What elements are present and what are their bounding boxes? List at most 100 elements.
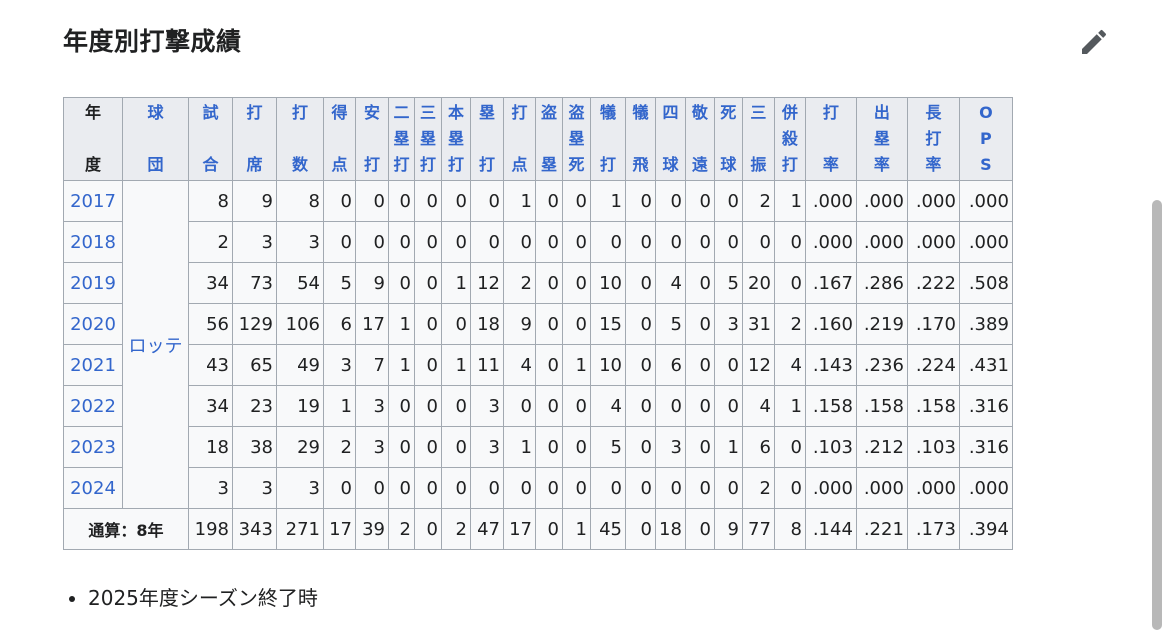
stat-cell: 19: [276, 385, 324, 427]
stat-cell: .000: [804, 467, 857, 509]
stat-cell: 3: [188, 467, 233, 509]
table-row: 2018 2 3 3 0 0 0 0 0 0 0 0 0 0 0 0 0 0 0 0.000.000.000.000: [63, 221, 1013, 263]
stat-cell: 73: [232, 262, 277, 304]
total-cell: .144: [804, 508, 857, 550]
column-header[interactable]: 三 塁 打: [414, 97, 442, 181]
stat-cell: 12: [741, 344, 775, 386]
column-header[interactable]: 球 団: [122, 97, 189, 181]
stat-cell: 106: [276, 303, 324, 345]
stat-cell: 3: [470, 426, 504, 468]
total-cell: 0: [625, 508, 656, 550]
stat-cell: 0: [655, 467, 686, 509]
stat-cell: 1: [713, 426, 743, 468]
column-header[interactable]: 併 殺 打: [773, 97, 806, 181]
stat-cell: 0: [441, 385, 471, 427]
stat-cell: 9: [503, 303, 536, 345]
stat-cell: 1: [562, 344, 591, 386]
column-header[interactable]: 盗 塁: [535, 97, 563, 181]
year-link[interactable]: 2019: [63, 262, 123, 304]
stat-cell: 65: [232, 344, 277, 386]
stat-cell: 0: [713, 344, 743, 386]
stat-cell: 5: [655, 303, 686, 345]
stat-cell: 0: [323, 221, 356, 263]
total-cell: .394: [958, 508, 1013, 550]
stat-cell: 10: [590, 344, 626, 386]
column-header[interactable]: 打 席: [232, 97, 277, 181]
stat-cell: 0: [414, 221, 442, 263]
stat-cell: 0: [355, 180, 389, 222]
stat-cell: 23: [232, 385, 277, 427]
stat-cell: 1: [503, 426, 536, 468]
stat-cell: 0: [562, 385, 591, 427]
stat-cell: .170: [906, 303, 960, 345]
column-header[interactable]: 二 塁 打: [388, 97, 415, 181]
column-header[interactable]: 死 球: [713, 97, 743, 181]
year-link[interactable]: 2020: [63, 303, 123, 345]
stat-cell: 18: [188, 426, 233, 468]
stat-cell: 0: [503, 221, 536, 263]
team-link[interactable]: ロッテ: [122, 180, 189, 509]
total-cell: 8: [773, 508, 806, 550]
year-link[interactable]: 2022: [63, 385, 123, 427]
stat-cell: 0: [562, 180, 591, 222]
stat-cell: .000: [958, 221, 1013, 263]
stat-cell: 0: [655, 180, 686, 222]
column-header[interactable]: 打 率: [804, 97, 857, 181]
column-header[interactable]: 犠 打: [590, 97, 626, 181]
stat-cell: .000: [804, 221, 857, 263]
stat-cell: 0: [562, 221, 591, 263]
year-link[interactable]: 2021: [63, 344, 123, 386]
stat-cell: .000: [958, 467, 1013, 509]
stat-cell: 43: [188, 344, 233, 386]
total-label: 通算：8年: [63, 508, 189, 550]
column-header[interactable]: 長 打 率: [906, 97, 960, 181]
stat-cell: 0: [323, 467, 356, 509]
header-row: 年 度球 団試 合打 席打 数得 点安 打二 塁 打三 塁 打本 塁 打塁 打打…: [63, 97, 1013, 181]
section-title: 年度別打撃成績: [63, 27, 242, 56]
stat-cell: 0: [414, 344, 442, 386]
stat-cell: 3: [323, 344, 356, 386]
column-header[interactable]: O P S: [958, 97, 1013, 181]
total-cell: 77: [741, 508, 775, 550]
column-header[interactable]: 三 振: [741, 97, 775, 181]
stat-cell: 2: [503, 262, 536, 304]
column-header[interactable]: 試 合: [188, 97, 233, 181]
column-header[interactable]: 出 塁 率: [855, 97, 908, 181]
column-header[interactable]: 塁 打: [470, 97, 504, 181]
stat-cell: 15: [590, 303, 626, 345]
column-header[interactable]: 安 打: [355, 97, 389, 181]
column-header[interactable]: 得 点: [323, 97, 356, 181]
stat-cell: 2: [323, 426, 356, 468]
stat-cell: 3: [232, 221, 277, 263]
column-header[interactable]: 敬 遠: [684, 97, 715, 181]
column-header[interactable]: 打 数: [276, 97, 324, 181]
stat-cell: 0: [684, 262, 715, 304]
table-row: 2024 3 3 3 0 0 0 0 0 0 0 0 0 0 0 0 0 0 2 0.000.000.000.000: [63, 467, 1013, 509]
table-row: 2019 34 73 54 5 9 0 0 1 12 2 0 0 10 0 4 0 5 20 0.167.286.22…: [63, 262, 1013, 304]
year-link[interactable]: 2024: [63, 467, 123, 509]
stat-cell: 3: [276, 467, 324, 509]
year-link[interactable]: 2023: [63, 426, 123, 468]
stat-cell: 0: [590, 221, 626, 263]
stat-cell: .000: [958, 180, 1013, 222]
stat-cell: 4: [773, 344, 806, 386]
batting-stats-table: 年 度球 団試 合打 席打 数得 点安 打二 塁 打三 塁 打本 塁 打塁 打打…: [63, 97, 1013, 550]
stat-cell: 1: [441, 262, 471, 304]
stat-cell: 5: [323, 262, 356, 304]
stat-cell: 0: [414, 385, 442, 427]
year-link[interactable]: 2017: [63, 180, 123, 222]
pencil-icon[interactable]: [1078, 26, 1110, 58]
column-header[interactable]: 四 球: [655, 97, 686, 181]
scrollbar[interactable]: [1152, 200, 1162, 630]
stat-cell: 0: [562, 467, 591, 509]
stat-cell: 0: [441, 303, 471, 345]
stat-cell: .219: [855, 303, 908, 345]
column-header[interactable]: 盗 塁 死: [562, 97, 591, 181]
year-link[interactable]: 2018: [63, 221, 123, 263]
column-header[interactable]: 打 点: [503, 97, 536, 181]
stat-cell: 3: [470, 385, 504, 427]
column-header[interactable]: 犠 飛: [625, 97, 656, 181]
column-header[interactable]: 本 塁 打: [441, 97, 471, 181]
stat-cell: 4: [741, 385, 775, 427]
stat-cell: 8: [188, 180, 233, 222]
